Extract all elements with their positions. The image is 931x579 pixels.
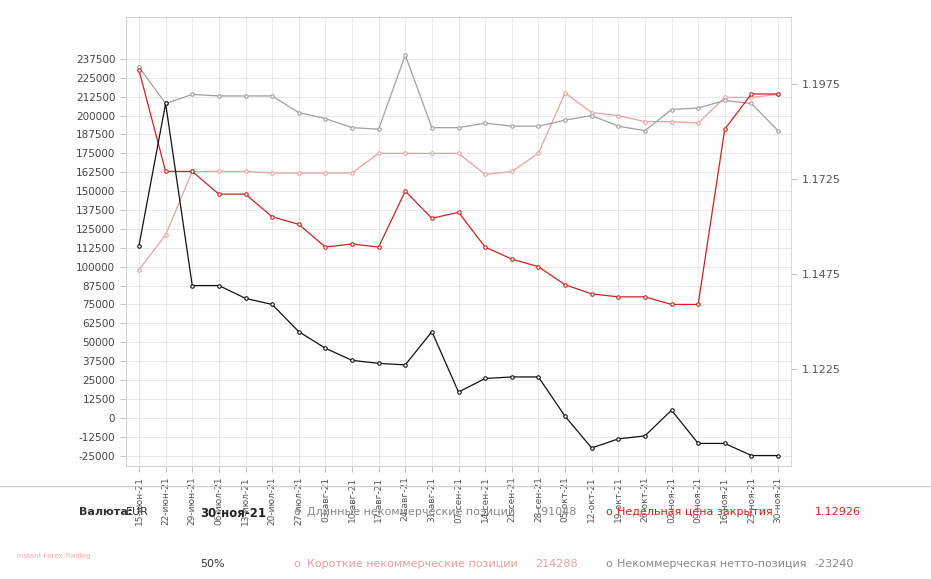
Text: 191048: 191048 [535, 507, 578, 516]
Text: 214288: 214288 [535, 559, 578, 569]
Text: 30-ноя-21: 30-ноя-21 [200, 507, 266, 520]
Text: Недельная цена закрытия: Недельная цена закрытия [617, 507, 773, 516]
Text: Некоммерческая нетто-позиция: Некоммерческая нетто-позиция [617, 559, 807, 569]
Text: o: o [605, 559, 612, 569]
Text: o: o [293, 507, 300, 516]
Text: Короткие некоммерческие позиции: Короткие некоммерческие позиции [307, 559, 518, 569]
Text: Instant Forex Trading: Instant Forex Trading [17, 553, 90, 559]
Text: EUR: EUR [126, 507, 149, 516]
Text: Длинные некоммерческие позиции: Длинные некоммерческие позиции [307, 507, 516, 517]
Text: 50%: 50% [200, 559, 224, 569]
Text: o: o [605, 507, 612, 516]
Text: -23240: -23240 [815, 559, 854, 569]
Text: o: o [293, 559, 300, 569]
Text: 1.12926: 1.12926 [815, 507, 860, 516]
Text: Валюта:: Валюта: [79, 507, 132, 516]
Text: ★ instaforex: ★ instaforex [20, 518, 88, 529]
